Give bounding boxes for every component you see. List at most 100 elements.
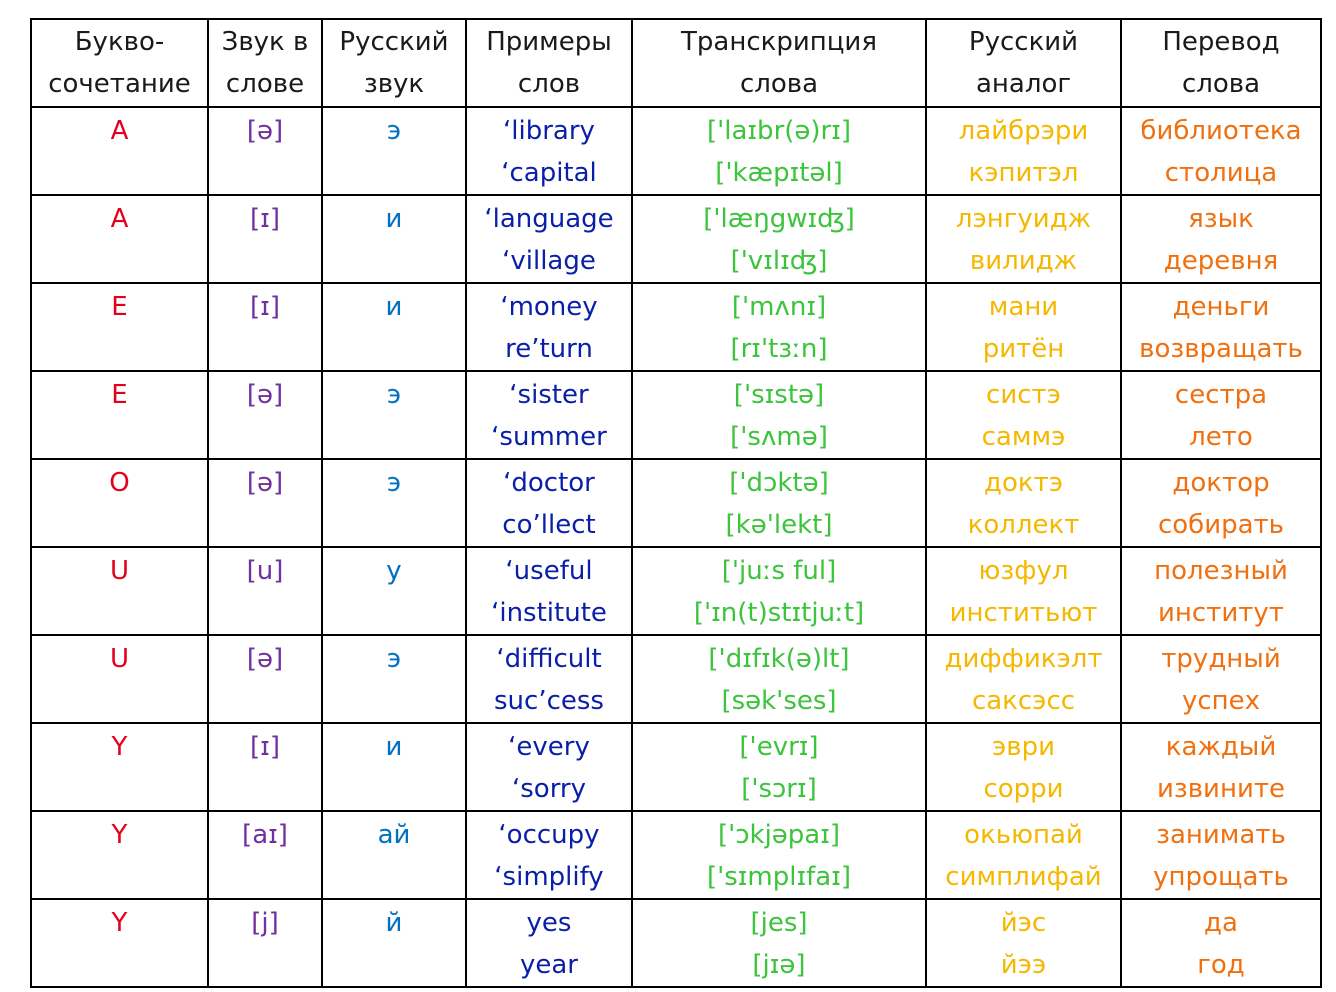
examples-cell: ‘money re’turn	[465, 282, 633, 372]
translation-cell: сестра лето	[1120, 370, 1322, 460]
letter-text: A	[110, 116, 129, 146]
header-text: звук	[363, 69, 425, 99]
russian-sound-text: э	[386, 380, 402, 410]
sound-cell: [ɪ]	[207, 282, 323, 372]
examples-cell: ‘language ‘village	[465, 194, 633, 284]
examples-cell: ‘difficult suc’cess	[465, 634, 633, 724]
russian-analog-cell: окьюпай симплифай	[925, 810, 1122, 900]
russian-sound-text: э	[386, 116, 402, 146]
transcription-text: ['juːs ful]	[721, 556, 837, 586]
russian-analog-cell: лайбрэри кэпитэл	[925, 106, 1122, 196]
sound-cell: [ə]	[207, 370, 323, 460]
transcription-text: ['læŋgwɪʤ]	[703, 204, 855, 234]
russian-sound-cell: э	[321, 634, 467, 724]
transcription-text: ['sʌmə]	[730, 422, 828, 452]
examples-text: ‘occupy	[498, 820, 600, 850]
letter-cell: Y	[30, 810, 209, 900]
letter-text: E	[111, 380, 128, 410]
translation-text: деньги	[1172, 292, 1270, 322]
sound-text: [j]	[251, 908, 279, 938]
russian-analog-cell: лэнгуидж вилидж	[925, 194, 1122, 284]
table-row: Y [j] й yes year [jes] [jɪə] йэс йээ да год	[30, 898, 1322, 988]
sound-cell: [ə]	[207, 458, 323, 548]
examples-cell: yes year	[465, 898, 633, 988]
russian-analog-text: диффикэлт	[944, 644, 1103, 674]
letter-text: E	[111, 292, 128, 322]
translation-text: да	[1204, 908, 1238, 938]
examples-text: ‘library	[503, 116, 595, 146]
examples-cell: ‘doctor co’llect	[465, 458, 633, 548]
translation-text: упрощать	[1153, 862, 1289, 892]
russian-sound-cell: э	[321, 370, 467, 460]
transcription-text: ['sɔrɪ]	[741, 774, 817, 804]
sound-text: [ə]	[246, 116, 284, 146]
transcription-text: [jɪə]	[752, 950, 806, 980]
russian-analog-text: саксэсс	[971, 686, 1076, 716]
russian-sound-cell: и	[321, 282, 467, 372]
examples-cell: ‘useful ‘institute	[465, 546, 633, 636]
russian-analog-text: лэнгуидж	[955, 204, 1092, 234]
transcription-text: [rɪ'tɜːn]	[730, 334, 828, 364]
transcription-text: ['dɔktə]	[729, 468, 829, 498]
transcription-text: ['laɪbr(ə)rɪ]	[706, 116, 852, 146]
table-row: Y [aɪ] ай ‘occupy ‘simplify ['ɔkjəpaɪ] ['sɪmpl…	[30, 810, 1322, 900]
transcription-text: ['mʌnɪ]	[731, 292, 827, 322]
header-russian-analog: Русский аналог	[925, 18, 1122, 108]
letter-cell: U	[30, 546, 209, 636]
transcription-text: [sək'ses]	[721, 686, 837, 716]
sound-cell: [j]	[207, 898, 323, 988]
russian-sound-cell: э	[321, 458, 467, 548]
translation-text: собирать	[1157, 510, 1285, 540]
transcription-cell: ['dɪfɪk(ə)lt] [sək'ses]	[631, 634, 927, 724]
russian-analog-cell: систэ саммэ	[925, 370, 1122, 460]
translation-text: извините	[1157, 774, 1285, 804]
examples-text: ‘useful	[505, 556, 593, 586]
russian-sound-text: э	[386, 644, 402, 674]
letter-text: Y	[111, 908, 128, 938]
header-text: слова	[1181, 69, 1261, 99]
russian-analog-text: мани	[988, 292, 1059, 322]
examples-cell: ‘occupy ‘simplify	[465, 810, 633, 900]
examples-text: ‘sorry	[511, 774, 587, 804]
translation-text: сестра	[1174, 380, 1268, 410]
translation-text: трудный	[1161, 644, 1281, 674]
sound-cell: [ə]	[207, 634, 323, 724]
table-row: A [ɪ] и ‘language ‘village ['læŋgwɪʤ] ['vɪlɪʤ]…	[30, 194, 1322, 284]
examples-text: re’turn	[505, 334, 593, 364]
russian-analog-text: йэс	[1000, 908, 1047, 938]
examples-text: yes	[526, 908, 572, 938]
header-sound-in-word: Звук в слове	[207, 18, 323, 108]
header-text: Звук в	[221, 27, 309, 57]
russian-sound-cell: й	[321, 898, 467, 988]
translation-text: успех	[1181, 686, 1261, 716]
russian-analog-text: сорри	[983, 774, 1064, 804]
table-row: Y [ɪ] и ‘every ‘sorry ['evrɪ] ['sɔrɪ] эври сорри…	[30, 722, 1322, 812]
header-text: слове	[225, 69, 305, 99]
translation-cell: занимать упрощать	[1120, 810, 1322, 900]
translation-text: полезный	[1154, 556, 1288, 586]
header-text: Букво-	[74, 27, 165, 57]
russian-analog-text: саммэ	[981, 422, 1066, 452]
examples-text: ‘difficult	[496, 644, 602, 674]
sound-cell: [ɪ]	[207, 722, 323, 812]
transcription-cell: ['juːs ful] ['ɪn(t)stɪtjuːt]	[631, 546, 927, 636]
table-row: U [ə] э ‘difficult suc’cess ['dɪfɪk(ə)lt] [sək…	[30, 634, 1322, 724]
translation-cell: доктор собирать	[1120, 458, 1322, 548]
examples-text: ‘doctor	[503, 468, 595, 498]
russian-sound-cell: ай	[321, 810, 467, 900]
sound-text: [ə]	[246, 644, 284, 674]
header-text: сочетание	[48, 69, 191, 99]
letter-text: U	[109, 644, 130, 674]
translation-text: библиотека	[1140, 116, 1302, 146]
letter-cell: A	[30, 194, 209, 284]
examples-cell: ‘every ‘sorry	[465, 722, 633, 812]
header-text: Транскрипция	[681, 27, 877, 57]
translation-text: возвращать	[1139, 334, 1303, 364]
transcription-text: [jes]	[750, 908, 808, 938]
letter-text: Y	[111, 820, 128, 850]
transcription-cell: ['mʌnɪ] [rɪ'tɜːn]	[631, 282, 927, 372]
russian-sound-text: ай	[377, 820, 411, 850]
examples-text: ‘summer	[491, 422, 607, 452]
letter-cell: U	[30, 634, 209, 724]
examples-text: ‘institute	[491, 598, 607, 628]
